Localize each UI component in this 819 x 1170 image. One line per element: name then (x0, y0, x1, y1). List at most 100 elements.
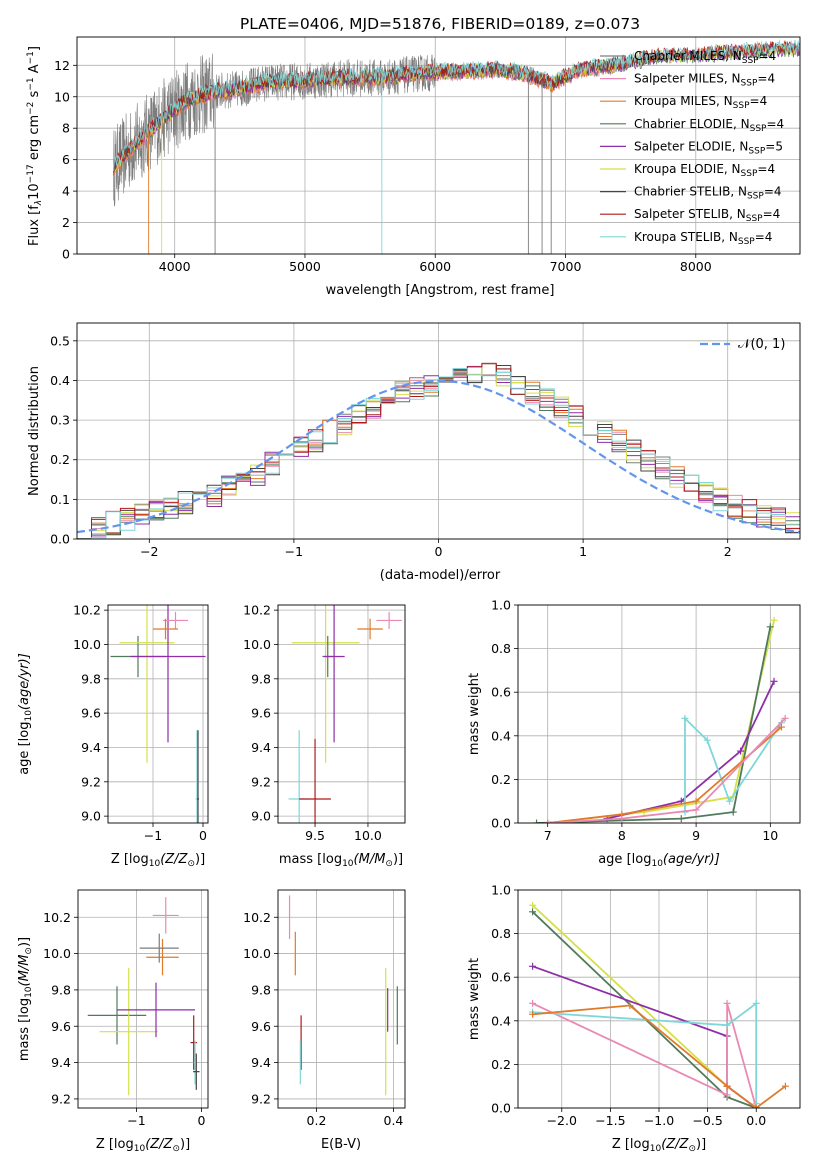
x-axis-label: Z [log10(Z/Z⊙)] (96, 1137, 190, 1154)
legend-entry: 𝒩(0, 1) (738, 337, 785, 352)
label-part: (M/M (17, 955, 32, 987)
legend-entry: Salpeter MILES, NSSP=4 (634, 72, 775, 89)
y-tick-label: 0.0 (491, 1101, 511, 1116)
label-part: 10 (134, 1144, 146, 1154)
label-part: Salpeter STELIB, N (634, 207, 746, 221)
y-tick-label: 9.6 (81, 706, 101, 721)
y-tick-label: 0.4 (491, 728, 511, 743)
series-line (532, 1002, 758, 1108)
x-tick-label: 8000 (680, 259, 712, 274)
label-part: Salpeter ELODIE, N (634, 139, 748, 153)
y-tick-label: 0.5 (50, 333, 70, 348)
x-axis-label: (data-model)/error (380, 568, 501, 583)
label-part: )] (17, 937, 32, 947)
label-part: Salpeter MILES, N (634, 72, 741, 86)
panel-mass-vs-Z: −1 09.29.49.69.810.010.2Z [log10(Z/Z⊙)]ma… (17, 889, 209, 1154)
y-tick-label: 9.4 (51, 1055, 71, 1070)
y-tick-label: 10 (54, 89, 70, 104)
label-part: )] (195, 852, 205, 867)
label-part: ⊙ (688, 1144, 696, 1154)
label-part: (Z/Z (145, 1137, 173, 1152)
label-part: Kroupa STELIB, N (634, 230, 738, 244)
y-axis-label: mass [log10(M/M⊙)] (17, 937, 34, 1061)
series-line (536, 626, 772, 823)
x-tick-label: 5000 (289, 259, 321, 274)
label-part: SSP (741, 79, 758, 89)
y-axis-label: Flux [fλ10−17 erg cm−2 s−1 A−1] (26, 46, 44, 246)
series-line (547, 717, 786, 823)
legend-entry: Salpeter ELODIE, NSSP=5 (634, 139, 783, 156)
x-tick-label: −2 (140, 544, 158, 559)
x-tick-label: −1 (127, 1113, 145, 1128)
panel-age-vs-Z: −1 09.09.29.49.69.810.010.2Z [log10(Z/Z⊙)… (17, 603, 209, 869)
y-tick-label: 0.4 (491, 1013, 511, 1028)
y-tick-label: 0.1 (50, 492, 70, 507)
y-tick-label: 6 (62, 152, 70, 167)
y-axis-label: age [log10(age/yr)] (17, 653, 34, 775)
label-part: )] (393, 852, 403, 867)
y-tick-label: 0.2 (491, 772, 511, 787)
label-part: )] (180, 1137, 190, 1152)
label-part: Chabrier MILES, N (634, 49, 742, 63)
y-tick-label: 9.2 (251, 774, 271, 789)
y-tick-label: 4 (62, 184, 70, 199)
axes-frame (76, 322, 801, 540)
label-part: =4 (757, 72, 775, 86)
label-part: ⊙ (385, 859, 393, 869)
label-part: 10 (149, 859, 161, 869)
legend-entry: Kroupa ELODIE, NSSP=4 (634, 162, 775, 179)
y-tick-label: 0.4 (50, 373, 70, 388)
label-part: =4 (759, 49, 777, 63)
label-part: s (27, 90, 42, 101)
x-tick-label: 0 (199, 828, 207, 843)
legend-entry: Chabrier ELODIE, NSSP=4 (634, 117, 784, 134)
label-part: =4 (750, 94, 768, 108)
label-part: erg cm (27, 115, 42, 164)
label-part: Z [log (111, 852, 149, 867)
label-part: SSP (748, 146, 765, 156)
y-tick-label: 10.0 (243, 946, 271, 961)
label-part: λ (34, 200, 44, 206)
model-spectrum (113, 43, 800, 176)
x-tick-label: 0 (435, 544, 443, 559)
x-tick-label: −1.5 (595, 1113, 625, 1128)
axes-frame (77, 889, 209, 1109)
plot-area (529, 901, 789, 1108)
y-axis-label: Normed distribution (27, 366, 42, 496)
label-part: SSP (746, 214, 763, 224)
label-part: Kroupa ELODIE, N (634, 162, 741, 176)
label-part: (Z/Z (160, 852, 188, 867)
axes-frame (277, 889, 406, 1109)
label-part: 10 (24, 986, 34, 998)
y-tick-label: 0.0 (50, 532, 70, 547)
y-tick-label: 1.0 (491, 598, 511, 613)
label-part: (age/yr)] (663, 852, 720, 867)
axes-frame (517, 604, 801, 824)
y-tick-label: 12 (54, 58, 70, 73)
panel-massweight-vs-age: 7 8 9 10 0.0 0.2 0.4 0.6 0.8 1.0 mass weight age [l… (467, 598, 801, 869)
y-tick-label: 9.2 (251, 1091, 271, 1106)
model-spectrum (113, 42, 800, 175)
label-part: ] (27, 46, 42, 51)
model-spectrum (113, 39, 800, 172)
label-part: SSP (747, 192, 764, 202)
y-tick-label: 0.6 (491, 685, 511, 700)
x-tick-label: 0.2 (307, 1113, 327, 1128)
x-axis-label: Z [log10(Z/Z⊙)] (612, 1137, 706, 1154)
x-tick-label: 9 (692, 828, 700, 843)
label-part: Chabrier STELIB, N (634, 185, 747, 199)
figure-title: PLATE=0406, MJD=51876, FIBERID=0189, z=0… (240, 15, 640, 33)
y-tick-label: 9.2 (81, 774, 101, 789)
plot-area (87, 897, 200, 1096)
label-part: SSP (741, 169, 758, 179)
x-tick-label: 10 (762, 828, 778, 843)
series-line (532, 1001, 758, 1104)
y-tick-label: 9.6 (251, 1019, 271, 1034)
y-tick-label: 9.8 (251, 982, 271, 997)
label-part: =4 (764, 185, 782, 199)
y-tick-label: 8 (62, 121, 70, 136)
plot-area (113, 39, 800, 254)
y-tick-label: 0.2 (491, 1057, 511, 1072)
y-tick-label: 10.0 (243, 637, 271, 652)
label-part: (age/yr)] (17, 653, 32, 710)
